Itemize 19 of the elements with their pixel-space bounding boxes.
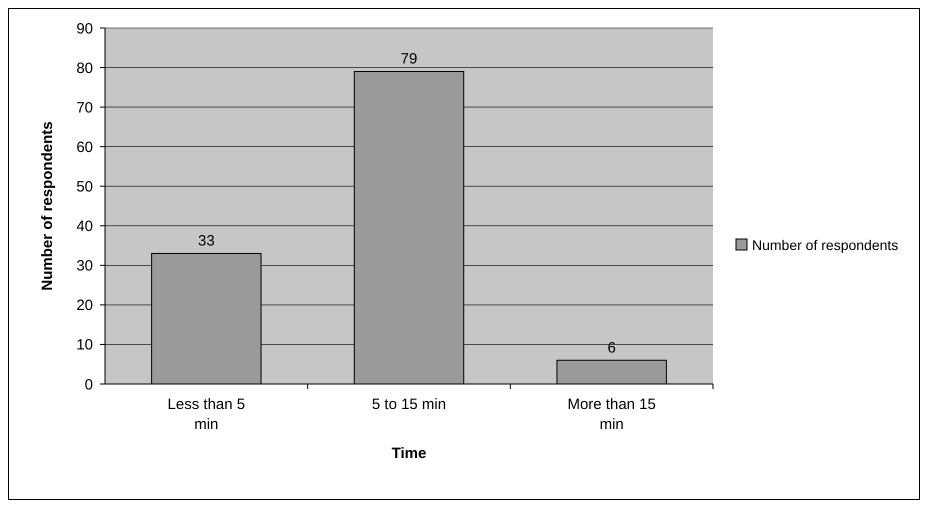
y-tick-label: 70 bbox=[76, 99, 93, 116]
y-tick-label: 80 bbox=[76, 60, 93, 77]
x-tick-label: 5 to 15 min bbox=[372, 396, 446, 413]
y-tick-label: 10 bbox=[76, 336, 93, 354]
y-tick-label: 30 bbox=[76, 258, 93, 275]
x-tick-label: More than 15 min bbox=[567, 396, 656, 433]
y-tick-label: 40 bbox=[76, 218, 93, 236]
data-label: 6 bbox=[607, 339, 616, 356]
x-axis-title: Time bbox=[392, 445, 426, 462]
legend-label: Number of respondents bbox=[752, 236, 898, 253]
y-axis-title: Number of respondents bbox=[39, 121, 56, 291]
x-tick-label: Less than 5 min bbox=[168, 396, 246, 433]
y-tick-label: 90 bbox=[76, 20, 93, 38]
data-label: 79 bbox=[400, 50, 418, 68]
y-tick-label: 50 bbox=[76, 178, 93, 196]
y-tick-label: 20 bbox=[76, 297, 93, 314]
y-tick-label: 60 bbox=[76, 138, 93, 156]
data-label: 33 bbox=[198, 232, 215, 250]
y-tick-label: 0 bbox=[84, 376, 93, 394]
